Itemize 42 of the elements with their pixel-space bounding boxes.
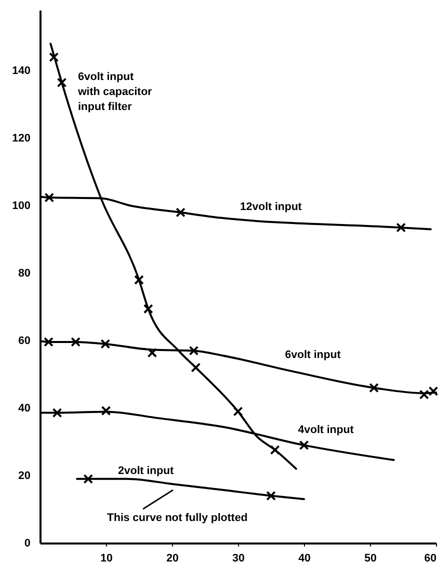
point xyxy=(83,474,94,484)
point xyxy=(48,52,59,62)
series-label: 6volt input xyxy=(285,349,341,361)
point xyxy=(52,408,62,418)
point xyxy=(147,348,158,358)
x-tick-label: 60 xyxy=(424,552,436,564)
y-tick-label: 120 xyxy=(12,132,30,145)
point xyxy=(188,346,199,356)
x-tick-label: 30 xyxy=(232,552,245,564)
series-label: 12volt input xyxy=(240,201,302,213)
point xyxy=(101,406,111,416)
point xyxy=(266,490,276,501)
y-tick-label: 100 xyxy=(12,200,30,212)
y-tick-label: 60 xyxy=(18,335,30,348)
series-label: 4volt input xyxy=(298,424,354,436)
point xyxy=(176,208,186,218)
y-tick-label: 80 xyxy=(18,268,30,280)
point xyxy=(190,362,201,372)
x-tick-label: 10 xyxy=(100,552,113,564)
y-tick-label: 40 xyxy=(18,402,30,415)
point xyxy=(56,78,67,88)
point xyxy=(100,339,110,349)
point xyxy=(70,337,81,347)
y-tick-label: 20 xyxy=(18,470,30,482)
point xyxy=(143,304,154,314)
series-label: 2volt input xyxy=(118,465,174,477)
series-label: 6volt input with capacitor input filter xyxy=(77,71,153,113)
point xyxy=(396,222,406,232)
y-tick-label: 0 xyxy=(24,538,30,550)
point xyxy=(134,275,144,285)
y-tick-label: 140 xyxy=(12,65,30,78)
line-series xyxy=(76,478,305,500)
x-tick-label: 40 xyxy=(298,552,311,564)
point xyxy=(369,382,379,393)
annotation: This curve not fully plotted xyxy=(107,512,248,524)
point xyxy=(233,406,243,416)
point xyxy=(299,440,309,450)
point xyxy=(44,192,54,202)
x-tick-label: 50 xyxy=(364,552,377,564)
point xyxy=(270,445,280,455)
point xyxy=(44,337,54,347)
x-tick-label: 20 xyxy=(166,552,179,564)
